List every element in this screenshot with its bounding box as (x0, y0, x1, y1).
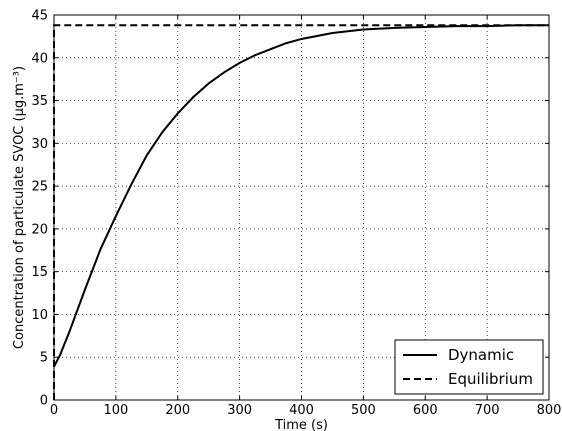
legend-label-dynamic: Dynamic (448, 346, 514, 364)
x-tick-label: 500 (351, 403, 376, 418)
y-tick-label: 10 (31, 308, 48, 323)
y-axis-label: Concentration of particulate SVOC (µg.m⁻… (12, 66, 27, 349)
y-tick-label: 20 (31, 222, 48, 237)
y-tick-label: 0 (40, 394, 48, 409)
y-tick-label: 5 (40, 351, 48, 366)
y-tick-label: 25 (31, 180, 48, 195)
x-tick-label: 400 (289, 403, 314, 418)
x-tick-label: 0 (50, 403, 58, 418)
legend-label-equilibrium: Equilibrium (448, 370, 533, 388)
x-tick-label: 100 (103, 403, 128, 418)
x-tick-label: 600 (413, 403, 438, 418)
y-tick-label: 45 (31, 9, 48, 24)
y-tick-label: 15 (31, 265, 48, 280)
x-tick-label: 200 (165, 403, 190, 418)
x-tick-label: 700 (475, 403, 500, 418)
legend: Dynamic Equilibrium (394, 339, 544, 395)
series-line-dynamic (53, 24, 549, 368)
y-tick-label: 35 (31, 94, 48, 109)
x-tick-label: 300 (227, 403, 252, 418)
x-axis-label: Time (s) (274, 418, 328, 431)
ticks: 0 100 200 300 400 500 600 700 800 0 5 10 15 20 25 30 35 4… (31, 9, 561, 419)
legend-box (394, 339, 544, 395)
y-tick-label: 30 (31, 137, 48, 152)
x-tick-label: 800 (537, 403, 562, 418)
y-tick-label: 40 (31, 51, 48, 66)
